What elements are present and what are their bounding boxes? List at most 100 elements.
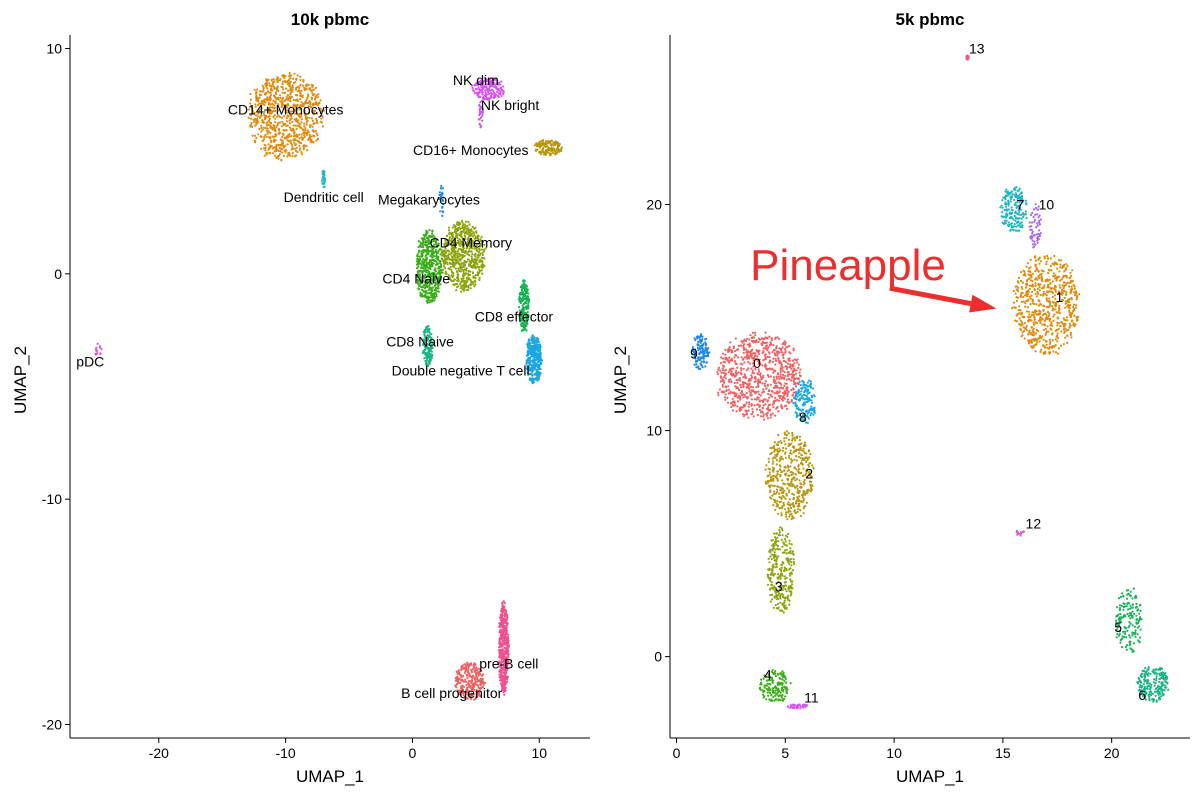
point [750, 386, 752, 388]
point [463, 230, 465, 232]
point [726, 397, 728, 399]
point [275, 91, 277, 93]
point [269, 127, 271, 129]
point [795, 369, 797, 371]
point [312, 84, 314, 86]
point [452, 283, 454, 285]
point [559, 143, 561, 145]
point [560, 150, 562, 152]
point [467, 221, 469, 223]
point [782, 357, 784, 359]
point [765, 367, 767, 369]
point [467, 663, 469, 665]
point [720, 362, 722, 364]
point [782, 354, 784, 356]
point [506, 618, 508, 620]
point [755, 341, 757, 343]
point [799, 368, 801, 370]
point [536, 358, 538, 360]
point [734, 360, 736, 362]
point [425, 242, 427, 244]
point [306, 124, 308, 126]
point [1025, 287, 1027, 289]
cluster-label: Megakaryocytes [378, 191, 480, 207]
point [474, 676, 476, 678]
point [744, 396, 746, 398]
point [759, 409, 761, 411]
point [532, 355, 534, 357]
point [785, 390, 787, 392]
point [426, 267, 428, 269]
point [462, 256, 464, 258]
point [265, 92, 267, 94]
point [466, 281, 468, 283]
point [773, 349, 775, 351]
point [795, 373, 797, 375]
point [287, 90, 289, 92]
point [504, 674, 506, 676]
point [1043, 329, 1045, 331]
point [290, 74, 292, 76]
point [751, 340, 753, 342]
point [745, 387, 747, 389]
point [551, 147, 553, 149]
point [479, 123, 481, 125]
point [553, 152, 555, 154]
point [420, 250, 422, 252]
point [1070, 325, 1072, 327]
x-tick-label: 0 [409, 745, 417, 761]
point [744, 404, 746, 406]
point [769, 356, 771, 358]
point [783, 392, 785, 394]
point [464, 223, 466, 225]
point [727, 385, 729, 387]
point [527, 351, 529, 353]
point [1056, 324, 1058, 326]
point [549, 154, 551, 156]
point [476, 262, 478, 264]
point [428, 267, 430, 269]
point [1039, 351, 1041, 353]
point [536, 149, 538, 151]
y-tick-label: 10 [46, 41, 62, 57]
point [734, 350, 736, 352]
point [439, 253, 441, 255]
point [451, 272, 453, 274]
point [770, 394, 772, 396]
point [751, 408, 753, 410]
point [296, 94, 298, 96]
point [719, 370, 721, 372]
point [1029, 271, 1031, 273]
point [282, 81, 284, 83]
point [296, 147, 298, 149]
point [253, 121, 255, 123]
point [504, 684, 506, 686]
point [286, 120, 288, 122]
point [722, 367, 724, 369]
point [534, 346, 536, 348]
cluster-cd16-monocytes-points [534, 139, 563, 156]
point [435, 295, 437, 297]
point [428, 229, 430, 231]
point [779, 362, 781, 364]
point [291, 155, 293, 157]
point [477, 274, 479, 276]
point [762, 376, 764, 378]
point [479, 91, 481, 93]
point [506, 632, 508, 634]
point [274, 118, 276, 120]
point [1052, 350, 1054, 352]
point [418, 263, 420, 265]
point [522, 279, 524, 281]
point [761, 338, 763, 340]
point [465, 261, 467, 263]
point [474, 283, 476, 285]
point [1050, 288, 1052, 290]
point [729, 369, 731, 371]
point [455, 259, 457, 261]
point [436, 256, 438, 258]
point [1052, 320, 1054, 322]
point [779, 395, 781, 397]
point [561, 146, 563, 148]
point [275, 98, 277, 100]
